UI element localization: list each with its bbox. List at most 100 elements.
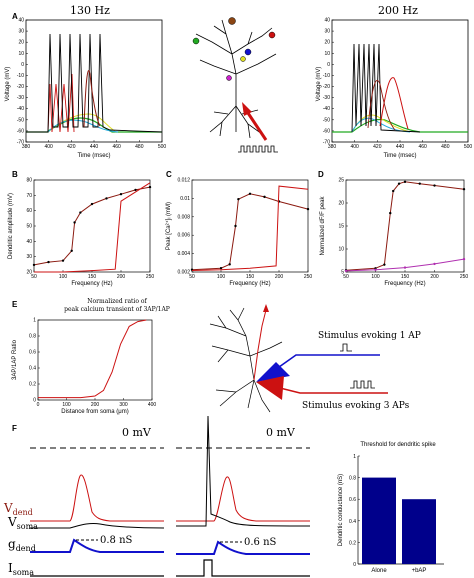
panel-a-right-title: 200 Hz — [378, 4, 418, 17]
y-tick-label: 0.2 — [349, 540, 356, 546]
data-point — [403, 266, 407, 269]
data-point — [73, 221, 76, 224]
data-point — [234, 224, 237, 228]
series-line — [38, 319, 147, 399]
data-point — [462, 188, 466, 191]
y-tick-label: -20 — [323, 84, 330, 90]
y-tick-label: 20 — [18, 40, 24, 46]
data-point — [433, 184, 436, 187]
data-point — [90, 202, 94, 206]
v-dend-trace-right — [176, 476, 310, 522]
panel-label-e: E — [12, 300, 18, 309]
data-point — [70, 249, 73, 252]
panel-f-bar-chart: 1 0.8 0.6 0.4 0.2 0 Dendritic conductance (nS)… — [338, 454, 444, 574]
zero-label-left: 0 mV — [122, 426, 152, 439]
x-tick-label: 420 — [373, 144, 382, 150]
data-point — [263, 195, 266, 199]
x-tick-label: 50 — [343, 274, 349, 280]
data-point — [148, 185, 152, 189]
y-tick-label: 0.4 — [349, 519, 356, 525]
x-axis-label: Distance from soma (μm) — [61, 409, 128, 415]
y-tick-label: 0.6 — [29, 350, 36, 356]
y-tick-label: -50 — [323, 117, 330, 123]
y-tick-label: 70 — [26, 193, 32, 199]
panel-a-ylabel: Voltage (mV) — [5, 67, 11, 102]
x-tick-label: 100 — [217, 274, 226, 280]
x-tick-label: 50 — [189, 274, 195, 280]
electrode-marker-yellow — [240, 56, 246, 62]
y-tick-label: 40 — [18, 18, 24, 24]
data-point — [32, 263, 36, 267]
g-dend-trace-left — [30, 538, 164, 553]
bar-category-label: +bAP — [412, 568, 427, 574]
x-tick-label: 440 — [396, 144, 405, 150]
series-line — [33, 186, 151, 266]
stimulus-3ap-arrowhead — [256, 376, 284, 400]
y-tick-label: 30 — [26, 254, 32, 260]
panel-a-left-title: 130 Hz — [70, 4, 110, 17]
x-axis-label: Frequency (Hz) — [384, 281, 425, 287]
g-dend-value-right: 0.6 nS — [244, 537, 277, 548]
y-tick-label: 0.4 — [29, 366, 36, 372]
x-tick-label: 300 — [119, 402, 128, 408]
y-tick-label: -60 — [323, 128, 330, 134]
x-tick-label: 150 — [401, 274, 410, 280]
bar — [402, 499, 436, 564]
y-tick-label: 20 — [324, 40, 330, 46]
x-tick-label: 100 — [371, 274, 380, 280]
x-tick-label: 480 — [135, 144, 144, 150]
data-point — [228, 263, 231, 266]
y-tick-label: 0 — [33, 398, 36, 404]
panel-a-neuron — [195, 19, 277, 139]
y-tick-label: 30 — [324, 29, 330, 35]
x-axis-label: Frequency (Hz) — [71, 281, 112, 287]
y-tick-label: 0.8 — [349, 476, 356, 482]
stimulus-3ap-pulses — [350, 380, 375, 389]
y-axis-label: Normalized dF/F peak — [320, 195, 326, 255]
y-tick-label: -10 — [323, 73, 330, 79]
stimulus-1ap-pulse — [340, 343, 352, 352]
panel-e-neuron — [209, 307, 283, 413]
series-line — [191, 185, 309, 271]
y-tick-label: -70 — [17, 140, 24, 146]
y-tick-label: 5 — [341, 270, 344, 276]
v-dend-trace-left — [30, 474, 164, 522]
i-soma-trace-right — [176, 559, 310, 577]
y-axis-label: Dendritic amplitude (mV) — [8, 193, 14, 259]
panel-e-chart: 1 0.8 0.6 0.4 0.2 00 100 200 300 400 3AP/1AP Ratio… — [12, 318, 156, 416]
x-tick-label: 400 — [350, 144, 359, 150]
y-tick-label: -10 — [17, 73, 24, 79]
x-tick-label: 200 — [430, 274, 439, 280]
y-tick-label: 40 — [26, 239, 32, 245]
v-dend-label: Vdend — [3, 501, 33, 517]
axes-frame — [25, 19, 163, 143]
data-point — [47, 260, 50, 264]
y-tick-label: 0.008 — [177, 214, 190, 220]
panel-e-figure: 1 0.8 0.6 0.4 0.2 00 100 200 300 400 3AP/1AP Ratio… — [12, 304, 421, 416]
x-tick-label: 380 — [328, 144, 337, 150]
y-tick-label: 30 — [18, 29, 24, 35]
x-tick-label: 440 — [90, 144, 99, 150]
y-tick-label: 0 — [353, 562, 356, 568]
electrode-marker-blue — [244, 48, 252, 56]
panel-label-d: D — [318, 170, 324, 179]
x-tick-label: 420 — [67, 144, 76, 150]
y-tick-label: 0.6 — [349, 497, 356, 503]
panel-e-title: Normalized ratio of peak calcium transie… — [52, 298, 182, 314]
panel-a-right-xlabel: Time (msec) — [383, 153, 416, 159]
x-tick-label: 0 — [37, 402, 40, 408]
panel-a-right-ylabel: Voltage (mV) — [316, 67, 322, 102]
data-point — [134, 188, 137, 192]
x-tick-label: 500 — [158, 144, 167, 150]
x-tick-label: 100 — [59, 274, 68, 280]
data-point — [79, 211, 82, 214]
data-point — [119, 192, 123, 196]
y-tick-label: 1 — [353, 454, 356, 460]
bar-chart-title: Threshold for dendritic spike — [360, 442, 436, 448]
y-tick-label: 0.006 — [177, 233, 190, 239]
stimulus-1ap-line — [271, 354, 380, 373]
data-point — [433, 262, 436, 266]
y-tick-label: 10 — [338, 247, 344, 253]
